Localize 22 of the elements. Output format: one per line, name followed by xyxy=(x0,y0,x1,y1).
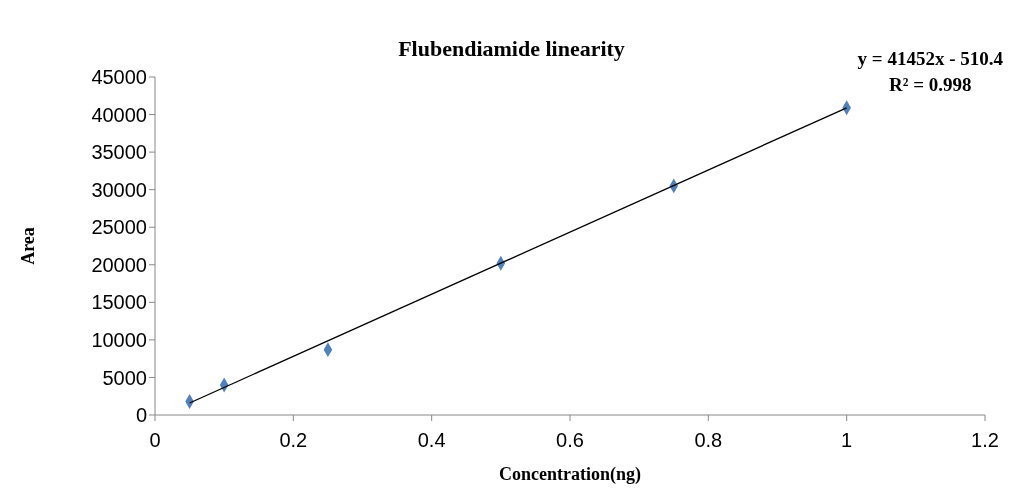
x-tick-label: 1.2 xyxy=(971,429,999,452)
annotation: R² = 0.998 xyxy=(888,73,973,97)
x-tick-label: 0 xyxy=(149,429,161,452)
x-tick-label: 0.2 xyxy=(279,429,308,452)
y-tick-label: 0 xyxy=(135,404,147,427)
y-tick-label: 10000 xyxy=(91,328,147,351)
chart-title: Flubendiamide linearity xyxy=(398,36,625,61)
text: y = 41452x - 510.4 xyxy=(857,47,1003,71)
y-axis-title: Area xyxy=(18,227,39,265)
y-tick-label: 20000 xyxy=(91,253,147,276)
x-tick-label: 0.8 xyxy=(694,429,723,452)
y-tick-label: 25000 xyxy=(91,216,147,239)
y-tick-label: 15000 xyxy=(91,291,147,314)
y-tick-label: 30000 xyxy=(91,178,147,201)
x-axis-title: Concentration(ng) xyxy=(499,464,641,485)
x-tick-label: 0.4 xyxy=(417,429,446,452)
x-tick-label: 1 xyxy=(841,429,853,452)
y-tick-label: 40000 xyxy=(91,103,147,126)
y-tick-label: 5000 xyxy=(102,366,147,389)
x-tick-label: 0.6 xyxy=(556,429,584,452)
y-tick-label: 45000 xyxy=(91,66,147,89)
y-tick-label: 35000 xyxy=(91,141,147,164)
